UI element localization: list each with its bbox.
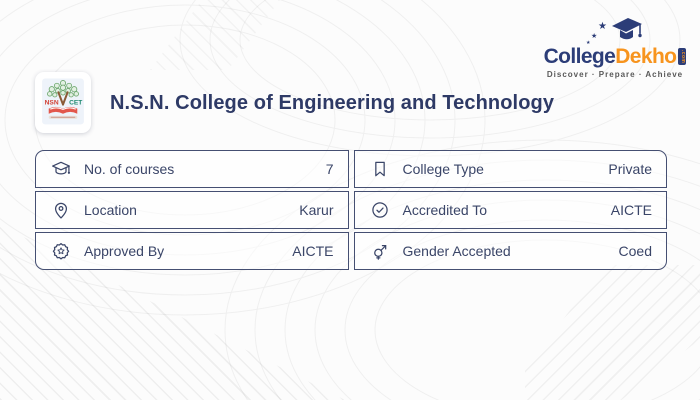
info-label: College Type (402, 161, 484, 177)
info-row-location: Location Karur (35, 191, 349, 229)
college-info-table: No. of courses 7 College Type Private Lo… (35, 150, 667, 270)
info-value: Private (608, 161, 652, 177)
info-value: AICTE (610, 202, 652, 218)
dotcom-label: .com (679, 49, 686, 64)
graduation-cap-stars-icon: ★ ★ ★ (586, 13, 644, 45)
info-row-gender: Gender Accepted Coed (353, 232, 667, 270)
nsn-emblem: NSN CET (42, 78, 84, 125)
info-row-accredited: Accredited To AICTE (353, 191, 667, 229)
dotcom-badge: .com (678, 48, 687, 65)
info-value: AICTE (292, 243, 334, 259)
diagonal-stripes-bottom-right (525, 265, 700, 400)
wordmark-college: College (543, 45, 616, 68)
info-value: 7 (325, 161, 334, 177)
svg-text:CET: CET (69, 100, 82, 107)
info-row-college-type: College Type Private (353, 150, 667, 188)
svg-text:★: ★ (598, 21, 607, 32)
info-row-approved: Approved By AICTE (35, 232, 349, 270)
location-pin-icon (51, 200, 71, 220)
info-value: Coed (618, 243, 652, 259)
collegedekho-logo[interactable]: ★ ★ ★ College Dekho .com Discover · Prepa… (539, 13, 691, 79)
info-label: Gender Accepted (402, 243, 511, 259)
bookmark-icon (370, 159, 390, 179)
brand-tagline: Discover · Prepare · Achieve (546, 70, 684, 79)
info-value: Karur (299, 202, 334, 218)
gender-icon (370, 241, 390, 261)
svg-text:★: ★ (586, 40, 591, 45)
info-row-courses: No. of courses 7 (35, 150, 349, 188)
info-label: Location (84, 202, 137, 218)
diagonal-stripes-top (150, 0, 280, 70)
collegedekho-wordmark: College Dekho .com (544, 46, 687, 67)
wordmark-dekho: Dekho (615, 45, 677, 68)
accredited-check-icon (370, 200, 390, 220)
approved-badge-icon (51, 241, 71, 261)
college-logo: NSN CET (35, 72, 91, 133)
college-name: N.S.N. College of Engineering and Techno… (110, 92, 555, 114)
svg-text:NSN: NSN (45, 100, 59, 107)
info-label: Approved By (84, 243, 165, 259)
info-label: No. of courses (84, 161, 175, 177)
svg-text:★: ★ (591, 32, 597, 40)
graduation-cap-icon (51, 159, 71, 179)
info-label: Accredited To (402, 202, 488, 218)
